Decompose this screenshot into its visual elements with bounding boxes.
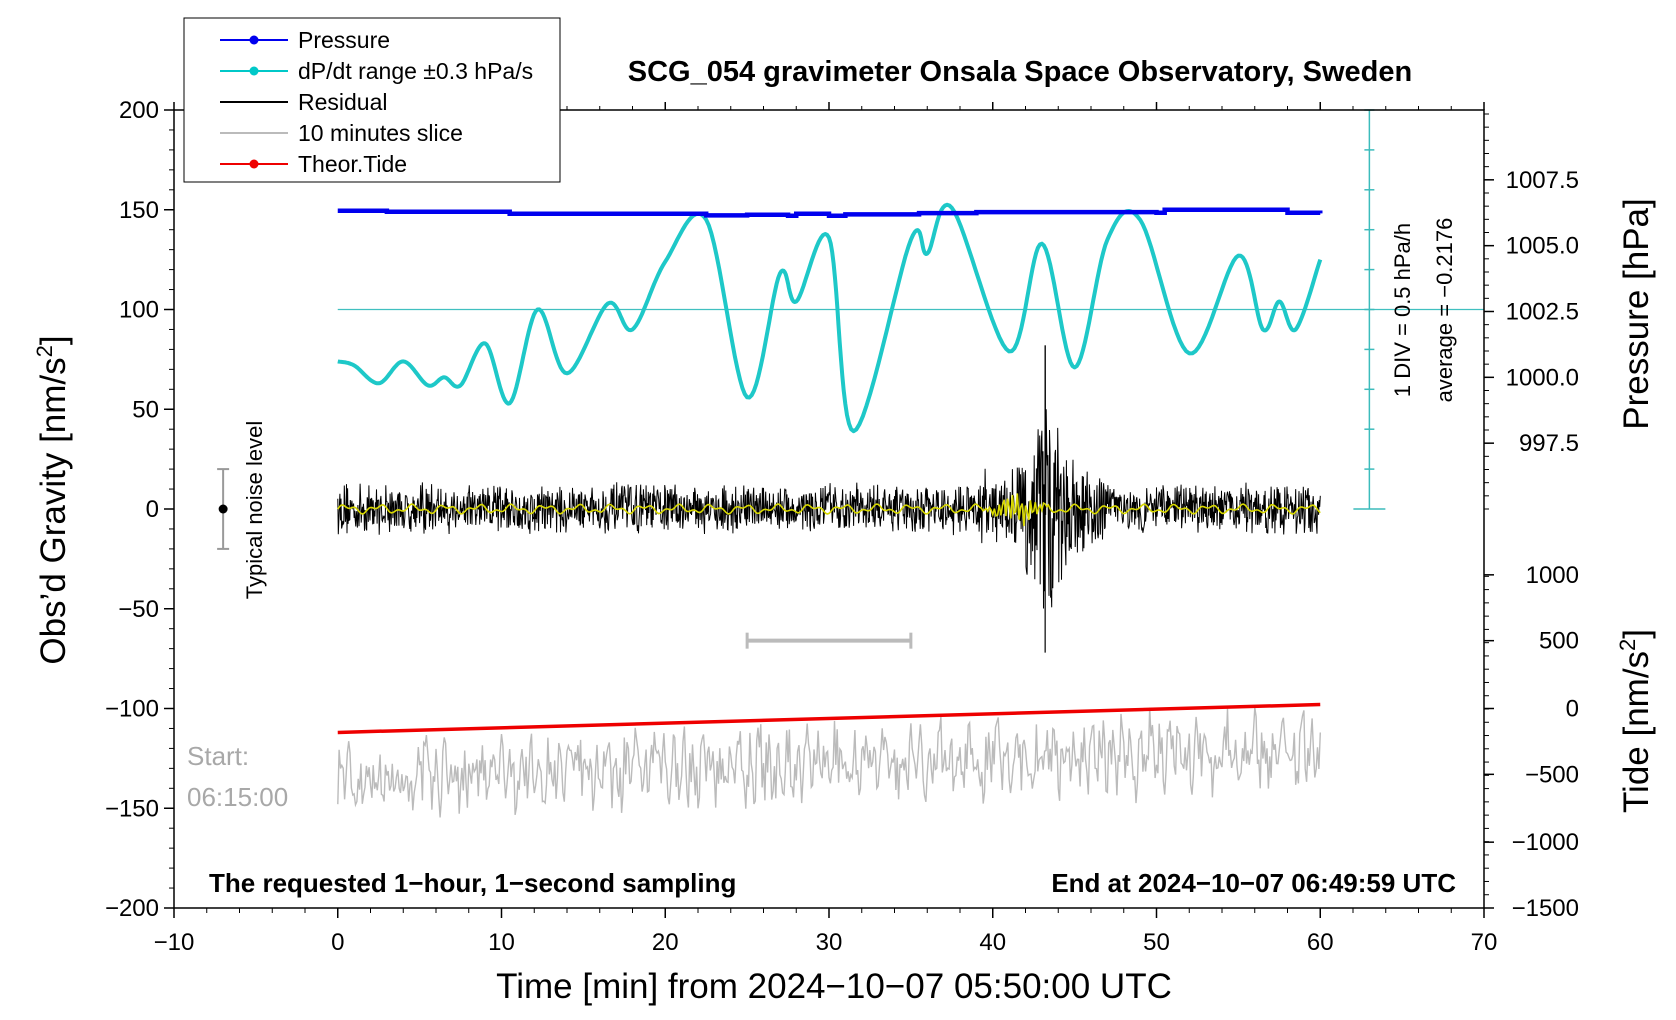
y-axis-label-tide: Tide [nm/s2] xyxy=(1615,629,1656,813)
dpdt-curve xyxy=(336,202,1323,434)
y-tick-label: −200 xyxy=(105,895,159,922)
x-tick-label: 10 xyxy=(488,929,515,956)
pressure-tick-label: 1002.5 xyxy=(1506,298,1579,325)
y-tick-label: 100 xyxy=(119,297,159,324)
tide-tick-label: 0 xyxy=(1566,696,1579,723)
legend: Pressure dP/dt range ±0.3 hPa/s Residual 10… xyxy=(183,17,561,183)
slice-trace xyxy=(337,707,1321,818)
y-tick-label: −100 xyxy=(105,696,159,723)
x-tick-label: 40 xyxy=(979,929,1006,956)
y-tick-label: 150 xyxy=(119,197,159,224)
tide-tick-label: 500 xyxy=(1539,628,1579,655)
plot-area xyxy=(217,109,1484,818)
noise-center-dot xyxy=(218,504,228,514)
y-axis-label-pressure: Pressure [hPa] xyxy=(1617,198,1656,430)
residual-trace xyxy=(337,345,1321,609)
pressure-tick-label: 1007.5 xyxy=(1506,167,1579,194)
legend-label: Theor.Tide xyxy=(298,151,407,177)
labels: SCG_054 gravimeter Onsala Space Observat… xyxy=(32,56,1656,1006)
tide-tick-label: −1500 xyxy=(1512,895,1579,922)
tide-tick-label: 1000 xyxy=(1526,562,1579,589)
x-tick-label: 0 xyxy=(331,929,344,956)
residual-smooth-trace xyxy=(337,493,1321,527)
y-tick-label: 200 xyxy=(119,97,159,124)
y-tick-label: 50 xyxy=(132,396,159,423)
end-time-note: End at 2024−10−07 06:49:59 UTC xyxy=(1051,868,1456,898)
y-axis-label-left: Obs’d Gravity [nm/s2] xyxy=(32,335,73,664)
pressure-line xyxy=(337,207,1323,218)
tide-tick-label: −500 xyxy=(1525,761,1579,788)
y-tick-label: −50 xyxy=(118,596,159,623)
dpdt-average-label: average = −0.2176 xyxy=(1432,218,1457,403)
dpdt-scale-label: 1 DIV = 0.5 hPa/h xyxy=(1390,223,1415,397)
legend-box xyxy=(183,17,561,183)
sampling-note: The requested 1−hour, 1−second sampling xyxy=(209,868,736,898)
pressure-tick-label: 1000.0 xyxy=(1506,364,1579,391)
x-tick-label: −10 xyxy=(154,929,195,956)
legend-label: Pressure xyxy=(298,27,390,53)
x-tick-label: 30 xyxy=(816,929,843,956)
legend-label: Residual xyxy=(298,89,388,115)
chart-title: SCG_054 gravimeter Onsala Space Observat… xyxy=(628,56,1412,88)
x-tick-label: 20 xyxy=(652,929,679,956)
legend-marker xyxy=(249,66,259,76)
start-label: Start: xyxy=(187,741,249,771)
pressure-tick-label: 997.5 xyxy=(1519,430,1579,457)
axes: −10 0 10 20 30 40 50 60 70200150100500−50−100−15… xyxy=(105,97,1579,956)
tide-line xyxy=(337,702,1321,735)
legend-label: dP/dt range ±0.3 hPa/s xyxy=(298,58,533,84)
legend-marker xyxy=(249,159,259,169)
tide-tick-label: −1000 xyxy=(1512,829,1579,856)
y-tick-label: −150 xyxy=(105,795,159,822)
pressure-tick-label: 1005.0 xyxy=(1506,233,1579,260)
start-time: 06:15:00 xyxy=(187,782,288,812)
x-tick-label: 70 xyxy=(1471,929,1498,956)
y-tick-label: 0 xyxy=(146,496,159,523)
noise-level-label: Typical noise level xyxy=(242,421,267,600)
legend-marker xyxy=(249,35,259,45)
x-axis-label: Time [min] from 2024−10−07 05:50:00 UTC xyxy=(496,967,1172,1006)
x-tick-label: 60 xyxy=(1307,929,1334,956)
x-tick-label: 50 xyxy=(1143,929,1170,956)
legend-label: 10 minutes slice xyxy=(298,120,463,146)
